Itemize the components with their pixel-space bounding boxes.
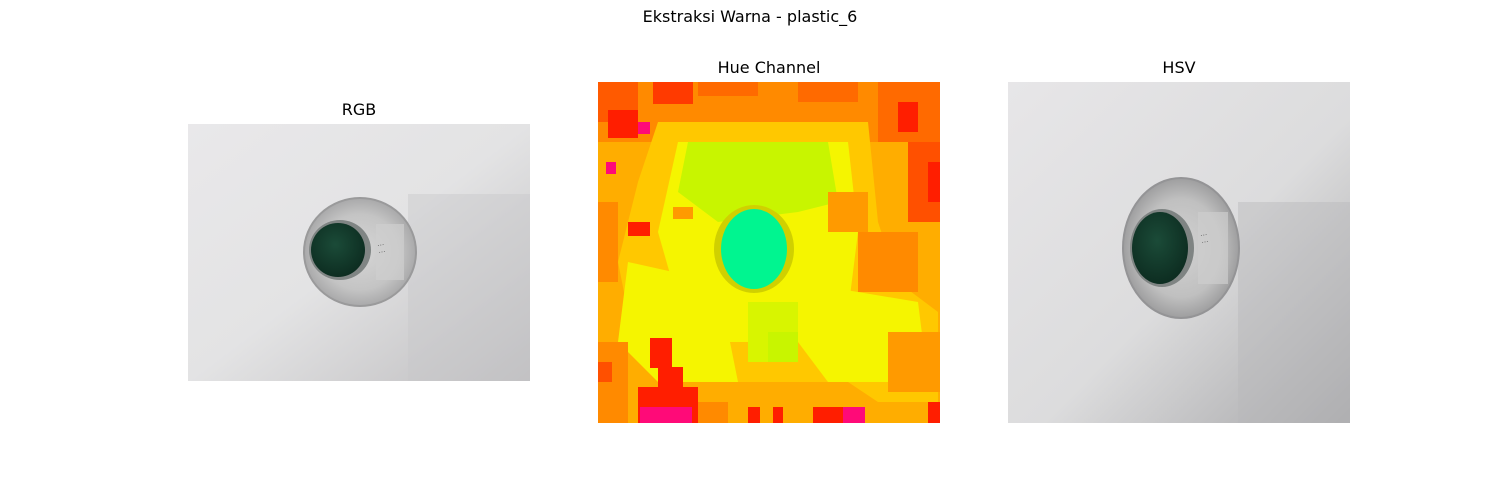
rgb-panel-title: RGB [341, 100, 377, 119]
rgb-image: ⋮⋮ [188, 124, 530, 381]
hsv-image: ⋮⋮ [1008, 82, 1350, 423]
hsv-panel-title: HSV [1162, 58, 1196, 77]
figure-title: Ekstraksi Warna - plastic_6 [642, 7, 858, 26]
hue-panel-title: Hue Channel [717, 58, 821, 77]
svg-text:⋮⋮: ⋮⋮ [376, 241, 386, 256]
svg-text:⋮⋮: ⋮⋮ [1199, 231, 1209, 246]
hue-channel-image [598, 82, 940, 423]
